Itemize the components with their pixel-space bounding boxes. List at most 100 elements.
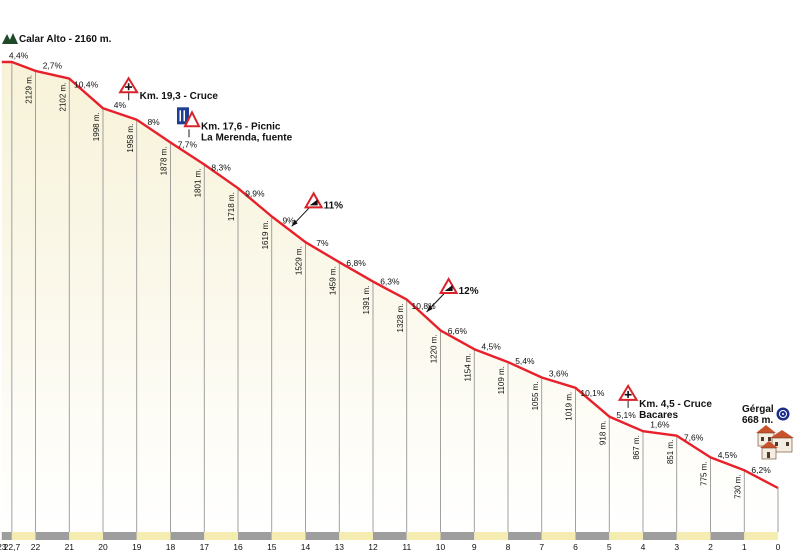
- baseline-segment: [474, 532, 508, 540]
- gradient-label: 8,3%: [211, 162, 231, 172]
- baseline-segment: [541, 532, 576, 540]
- profile-line: [1, 60, 779, 490]
- baseline-segment: [238, 532, 272, 540]
- altitude-label: 851 m.: [666, 440, 675, 464]
- gradient-label: 5,1%: [616, 410, 636, 420]
- gradient-label: 1,6%: [650, 420, 670, 430]
- altitude-label: 1019 m.: [565, 392, 574, 421]
- baseline-segment: [204, 532, 238, 540]
- baseline-segment: [508, 532, 542, 540]
- baseline-segment: [710, 532, 745, 540]
- gradient-labels: 4,4% 2,7% 10,4% 4% 8% 7,7% 8,3% 9,9% 9% 7% 6,8% 6,3…: [9, 51, 771, 476]
- town-marker: Gérgal 668 m.: [742, 404, 794, 460]
- gradient-label: 9,9%: [245, 188, 265, 198]
- altitude-label: 1801 m.: [193, 169, 202, 198]
- km-tick-label: 19: [132, 542, 142, 551]
- altitude-label: 2129 m.: [25, 75, 34, 104]
- altitude-label: 1718 m.: [227, 192, 236, 221]
- km-gridlines: [11, 62, 779, 532]
- annotation-text: Km. 4,5 - Cruce: [639, 399, 712, 410]
- baseline-segment: [744, 532, 778, 540]
- gradient-label: 10,1%: [580, 388, 605, 398]
- baseline-strip: [1, 532, 778, 540]
- gradient-label: 4,5%: [718, 450, 738, 460]
- km-tick-label: 22,7: [4, 542, 21, 551]
- annotation-text: Bacares: [639, 410, 678, 421]
- baseline-segment: [136, 532, 171, 540]
- crossroads-warning-sign-icon: [118, 76, 139, 101]
- crossroads-warning-sign-icon: [617, 383, 639, 408]
- altitude-label: 1109 m.: [497, 366, 506, 394]
- km-tick-label: 22: [31, 542, 41, 551]
- altitude-label: 775 m.: [700, 461, 709, 485]
- steep-slope-sign-icon: [438, 276, 459, 294]
- baseline-segment: [35, 532, 70, 540]
- gradient-label: 10,8%: [412, 301, 437, 311]
- steep-gradient-marker: 11%: [291, 191, 344, 227]
- altitude-label: 1529 m.: [295, 246, 304, 275]
- km-tick-label: 20: [98, 542, 108, 551]
- gradient-label: 4%: [114, 100, 127, 110]
- altitude-label: 918 m.: [598, 421, 607, 445]
- steep-gradient-label: 11%: [324, 200, 344, 211]
- gradient-label: 7,7%: [178, 140, 198, 150]
- gradient-label: 2,7%: [43, 61, 63, 71]
- baseline-segment: [676, 532, 711, 540]
- altitude-label: 2102 m.: [58, 83, 67, 112]
- km-tick-label: 10: [436, 542, 446, 551]
- km-tick-label: 21: [65, 542, 75, 551]
- km-tick-label: 0: [776, 542, 781, 551]
- altitude-label: 1055 m.: [531, 382, 540, 411]
- gradient-label: 6,8%: [346, 258, 366, 268]
- km-tick-label: 13: [335, 542, 345, 551]
- altitude-label: 1459 m.: [328, 266, 337, 295]
- baseline-segment: [305, 532, 340, 540]
- km-tick-label: 2: [708, 542, 713, 551]
- profile-line-layer: [1, 60, 779, 490]
- km-tick-label: 18: [166, 542, 176, 551]
- altitude-label: 1998 m.: [92, 112, 101, 141]
- baseline-segment: [373, 532, 407, 540]
- km-tick-label: 6: [573, 542, 578, 551]
- steep-slope-sign-icon: [303, 191, 324, 209]
- gradient-label: 6,2%: [751, 465, 771, 475]
- baseline-segment: [103, 532, 137, 540]
- gradient-label: 9%: [282, 215, 295, 225]
- summit-label: Calar Alto - 2160 m.: [19, 34, 112, 45]
- km-tick-label: 16: [233, 542, 243, 551]
- km-tick-label: 5: [607, 542, 612, 551]
- gradient-label: 5,4%: [515, 356, 535, 366]
- km-tick-label: 17: [200, 542, 210, 551]
- summit-header: Calar Alto - 2160 m.: [2, 33, 112, 45]
- houses-icon: [756, 425, 794, 460]
- baseline-segment: [339, 532, 373, 540]
- altitude-label: 1154 m.: [463, 353, 472, 381]
- town-altitude: 668 m.: [742, 415, 773, 426]
- km-tick-label: 7: [539, 542, 544, 551]
- km-tick-label: 3: [674, 542, 679, 551]
- town-name: Gérgal: [742, 404, 774, 415]
- baseline-segment: [609, 532, 643, 540]
- profile-area-fill: [1, 62, 779, 532]
- baseline-segment: [575, 532, 610, 540]
- altitude-label: 1328 m.: [396, 304, 405, 333]
- altitude-label: 1619 m.: [261, 221, 270, 250]
- steep-gradient-label: 12%: [459, 286, 479, 297]
- km-tick-label: 14: [301, 542, 311, 551]
- baseline-segment: [69, 532, 103, 540]
- gradient-label: 6,6%: [448, 326, 468, 336]
- altitude-label: 730 m.: [733, 474, 742, 498]
- km-tick-label: 15: [267, 542, 277, 551]
- gradient-label: 4,5%: [481, 342, 501, 352]
- altitude-label: 867 m.: [632, 435, 641, 459]
- gradient-label: 8%: [147, 117, 160, 127]
- km-tick-label: 11: [402, 542, 411, 551]
- steep-gradient-marker: 12%: [426, 276, 479, 313]
- km-tick-label: 1: [742, 542, 747, 551]
- gradient-label: 4,4%: [9, 51, 29, 61]
- baseline-segment: [11, 532, 36, 540]
